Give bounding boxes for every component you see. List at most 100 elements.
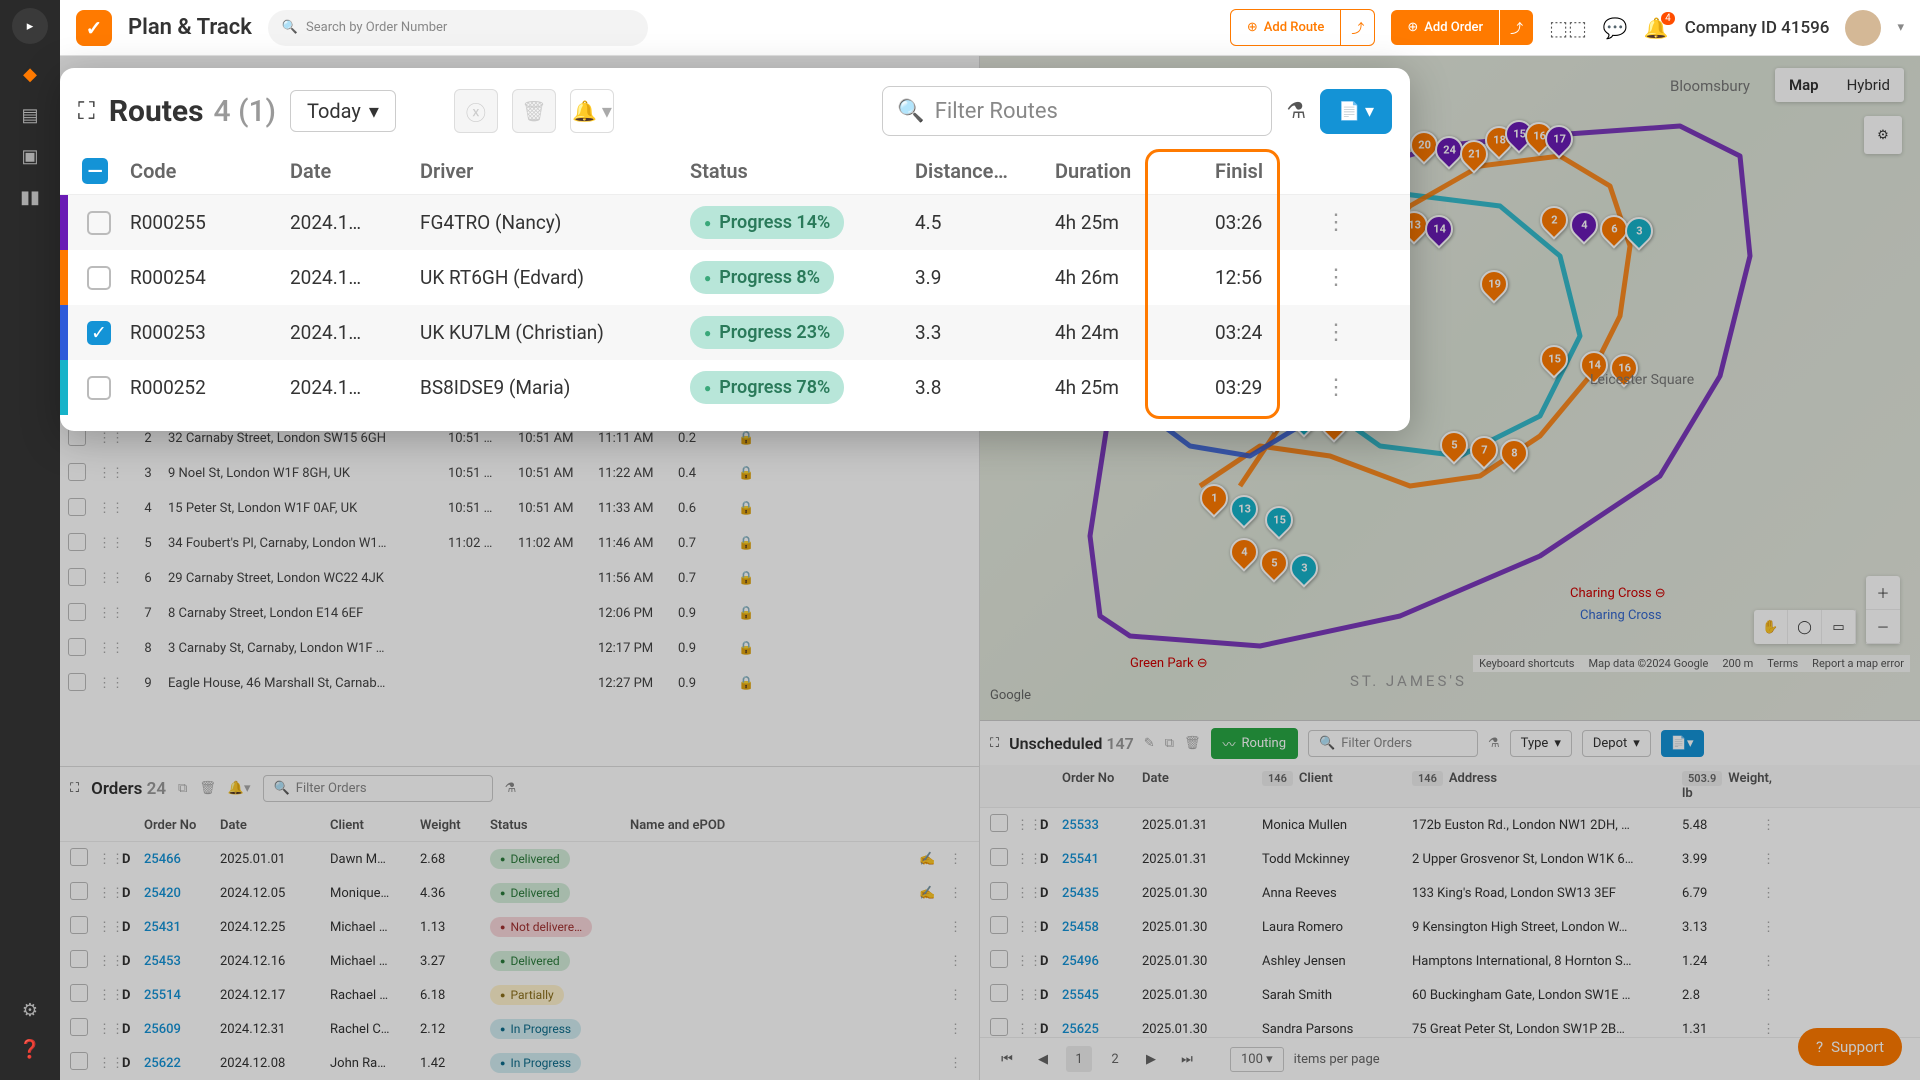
edit-icon[interactable]: ✎ — [1144, 736, 1155, 751]
order-row[interactable]: ⋮⋮D 256222024.12.08John Ra… 1.42In Progr… — [60, 1046, 979, 1080]
route-row[interactable]: ✓ R000253 2024.1… UK KU7LM (Christian) P… — [60, 305, 1410, 360]
period-select[interactable]: Today▾ — [290, 90, 396, 132]
nav-stats-icon[interactable]: ▮▮ — [20, 187, 40, 208]
stop-row[interactable]: ⋮⋮534 Foubert's Pl, Carnaby, London W1…1… — [60, 526, 979, 561]
copy-icon[interactable]: ⧉ — [178, 781, 187, 796]
map-pin[interactable]: 3 — [1625, 217, 1653, 251]
map-pin[interactable]: 8 — [1500, 439, 1528, 473]
order-row[interactable]: ⋮⋮D 256092024.12.31Rachel C… 2.12In Prog… — [60, 1012, 979, 1046]
type-select[interactable]: Type▾ — [1510, 730, 1572, 757]
account-chevron-icon[interactable]: ▾ — [1897, 20, 1904, 35]
row-menu-icon[interactable]: ⋮ — [1325, 210, 1365, 235]
filter-icon[interactable]: ⚗ — [1286, 99, 1306, 124]
delete-icon[interactable]: 🗑 — [1184, 736, 1201, 751]
map-zoom[interactable]: ＋－ — [1866, 576, 1900, 644]
map-type-toggle[interactable]: MapHybrid — [1775, 68, 1904, 102]
topbar: ✓ Plan & Track 🔍 Search by Order Number … — [60, 0, 1920, 56]
map-label: Leicester Square — [1590, 372, 1694, 388]
row-menu-icon[interactable]: ⋮ — [1325, 375, 1365, 400]
map-pin[interactable]: 13 — [1230, 495, 1258, 529]
nav-users-icon[interactable]: ▣ — [21, 146, 38, 167]
route-row[interactable]: R000255 2024.1… FG4TRO (Nancy) Progress … — [60, 195, 1410, 250]
stop-row[interactable]: ⋮⋮83 Carnaby St, Carnaby, London W1F …12… — [60, 631, 979, 666]
route-row[interactable]: R000252 2024.1… BS8IDSE9 (Maria) Progres… — [60, 360, 1410, 415]
unscheduled-row[interactable]: ⋮⋮D 254352025.01.30Anna Reeves 133 King'… — [980, 876, 1920, 910]
pager[interactable]: ⏮◀ 1 2 ▶⏭ 100 ▾ items per page — [980, 1037, 1920, 1080]
avatar[interactable] — [1845, 10, 1881, 46]
export-button[interactable]: 📄 ▾ — [1320, 89, 1392, 134]
add-route-button[interactable]: ⊕Add Route — [1230, 9, 1342, 46]
nav-plan-icon[interactable]: ◆ — [23, 64, 37, 85]
select-all-checkbox[interactable]: — — [82, 158, 108, 184]
map-tools[interactable]: ✋◯▭ — [1754, 610, 1856, 644]
map-pin[interactable]: 19 — [1480, 270, 1508, 304]
filter-icon[interactable]: ⚗ — [505, 781, 517, 796]
map-pin[interactable]: 4 — [1570, 211, 1598, 245]
notifications-icon[interactable]: 🔔4 — [1644, 16, 1669, 40]
row-menu-icon[interactable]: ⋮ — [1325, 320, 1365, 345]
expand-icon[interactable]: ⛶ — [70, 781, 79, 796]
settings-icon[interactable]: ⚙ — [22, 1000, 38, 1021]
route-checkbox[interactable] — [87, 376, 111, 400]
map-pin[interactable]: 4 — [1230, 538, 1258, 572]
order-row[interactable]: ⋮⋮D 254202024.12.05Monique… 4.36Delivere… — [60, 876, 979, 910]
nav-list-icon[interactable]: ▤ — [21, 105, 38, 126]
stop-row[interactable]: ⋮⋮629 Carnaby Street, London WC22 4JK11:… — [60, 561, 979, 596]
order-row[interactable]: ⋮⋮D 254662025.01.01Dawn M… 2.68Delivered… — [60, 842, 979, 876]
routing-button[interactable]: 〰Routing — [1211, 728, 1299, 759]
support-button[interactable]: ?Support — [1798, 1028, 1902, 1066]
expand-sidebar-button[interactable]: ▸ — [12, 8, 48, 44]
map-label: Bloomsbury — [1670, 77, 1750, 95]
expand-icon[interactable]: ⛶ — [990, 736, 999, 751]
chat-icon[interactable]: 💬 — [1603, 16, 1628, 40]
route-checkbox[interactable]: ✓ — [87, 321, 111, 345]
unscheduled-row[interactable]: ⋮⋮D 255412025.01.31Todd Mckinney 2 Upper… — [980, 842, 1920, 876]
map-pin[interactable]: 1 — [1200, 484, 1228, 518]
map-pin[interactable]: 17 — [1545, 125, 1573, 159]
help-icon[interactable]: ❓ — [19, 1039, 41, 1060]
route-checkbox[interactable] — [87, 211, 111, 235]
map-pin[interactable]: 21 — [1460, 140, 1488, 174]
export-button[interactable]: 📄▾ — [1661, 730, 1704, 757]
order-row[interactable]: ⋮⋮D 254312024.12.25Michael … 1.13Not del… — [60, 910, 979, 944]
stop-row[interactable]: ⋮⋮9Eagle House, 46 Marshall St, Carnab…1… — [60, 666, 979, 701]
stop-row[interactable]: ⋮⋮39 Noel St, London W1F 8GH, UK10:51 …1… — [60, 456, 979, 491]
unscheduled-row[interactable]: ⋮⋮D 255332025.01.31Monica Mullen 172b Eu… — [980, 808, 1920, 842]
order-row[interactable]: ⋮⋮D 255142024.12.17Rachael … 6.18Partial… — [60, 978, 979, 1012]
map-pin[interactable]: 3 — [1290, 554, 1318, 588]
unscheduled-row[interactable]: ⋮⋮D 256252025.01.30Sandra Parsons 75 Gre… — [980, 1012, 1920, 1037]
depot-select[interactable]: Depot▾ — [1582, 730, 1651, 757]
orders-filter-input[interactable]: 🔍Filter Orders — [263, 775, 493, 802]
map-settings-icon[interactable]: ⚙ — [1864, 116, 1902, 154]
delete-icon[interactable]: 🗑 — [199, 781, 216, 796]
map-pin[interactable]: 15 — [1265, 506, 1293, 540]
search-input[interactable]: 🔍 Search by Order Number — [268, 10, 648, 46]
map-pin[interactable]: 15 — [1540, 345, 1568, 379]
map-label: ST. JAMES'S — [1350, 672, 1467, 690]
map-pin[interactable]: 5 — [1260, 549, 1288, 583]
map-pin[interactable]: 5 — [1440, 431, 1468, 465]
unscheduled-row[interactable]: ⋮⋮D 254582025.01.30Laura Romero 9 Kensin… — [980, 910, 1920, 944]
upload-order-button[interactable]: ⤴ — [1500, 10, 1533, 45]
route-row[interactable]: R000254 2024.1… UK RT6GH (Edvard) Progre… — [60, 250, 1410, 305]
map-pin[interactable]: 14 — [1425, 215, 1453, 249]
order-row[interactable]: ⋮⋮D 254532024.12.16Michael … 3.27Deliver… — [60, 944, 979, 978]
stop-row[interactable]: ⋮⋮78 Carnaby Street, London E14 6EF12:06… — [60, 596, 979, 631]
unscheduled-row[interactable]: ⋮⋮D 254962025.01.30Ashley Jensen Hampton… — [980, 944, 1920, 978]
expand-icon[interactable]: ⛶ — [78, 97, 95, 125]
map-pin[interactable]: 2 — [1540, 206, 1568, 240]
stop-row[interactable]: ⋮⋮415 Peter St, London W1F 0AF, UK10:51 … — [60, 491, 979, 526]
add-order-button[interactable]: ⊕Add Order — [1391, 10, 1499, 45]
upload-route-button[interactable]: ⤴ — [1341, 9, 1375, 46]
bell-dropdown[interactable]: 🔔 ▾ — [570, 89, 614, 133]
bell-dropdown[interactable]: 🔔▾ — [228, 781, 251, 796]
unscheduled-row[interactable]: ⋮⋮D 255452025.01.30Sarah Smith 60 Buckin… — [980, 978, 1920, 1012]
grid-view-icon[interactable]: ⬚⬚ — [1549, 16, 1587, 40]
routes-filter-input[interactable]: 🔍Filter Routes — [882, 86, 1272, 136]
copy-icon[interactable]: ⧉ — [1165, 736, 1174, 751]
map-pin[interactable]: 7 — [1470, 436, 1498, 470]
filter-icon[interactable]: ⚗ — [1488, 736, 1500, 751]
row-menu-icon[interactable]: ⋮ — [1325, 265, 1365, 290]
route-checkbox[interactable] — [87, 266, 111, 290]
unscheduled-filter-input[interactable]: 🔍Filter Orders — [1308, 730, 1478, 757]
